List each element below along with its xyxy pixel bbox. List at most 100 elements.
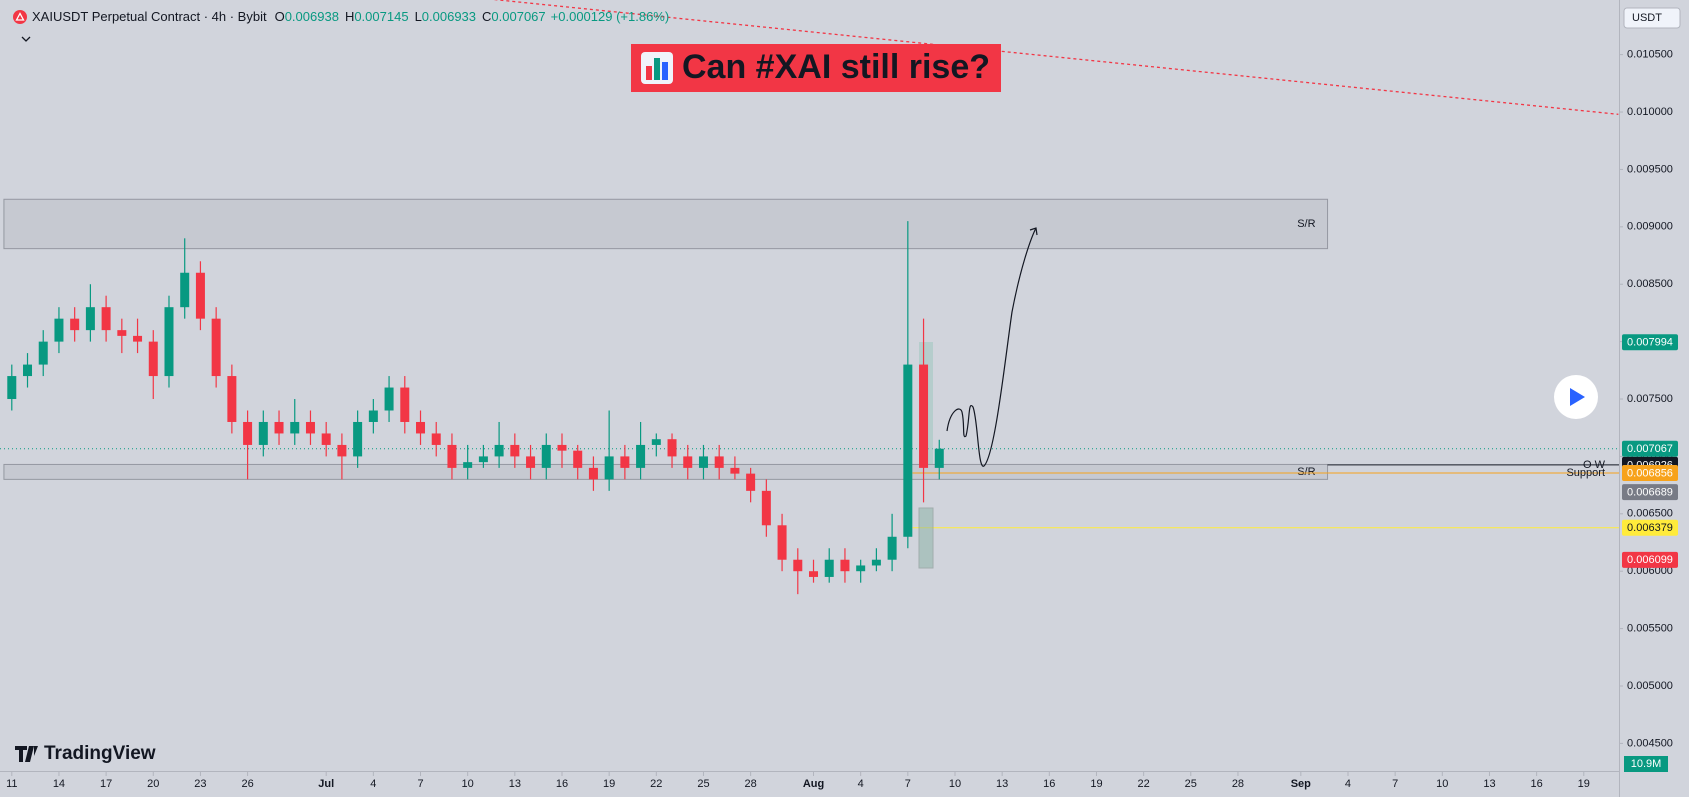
x-tick-label: 7 bbox=[905, 778, 911, 790]
y-tick-label: 0.007500 bbox=[1627, 393, 1673, 405]
sr-label: S/R bbox=[1297, 218, 1315, 230]
symbol-icon-mark bbox=[15, 12, 25, 21]
header: XAIUSDT Perpetual Contract · 4h · Bybit O… bbox=[32, 9, 669, 24]
candle-body bbox=[148, 341, 158, 377]
candle-body bbox=[274, 421, 284, 434]
collapse-chevron[interactable] bbox=[21, 36, 31, 42]
x-tick-label: 20 bbox=[147, 778, 159, 790]
x-tick-label: 19 bbox=[1578, 778, 1590, 790]
candle-body bbox=[793, 559, 803, 572]
banner-box bbox=[631, 44, 1001, 92]
candle-body bbox=[777, 525, 787, 560]
ohlc-key: H bbox=[345, 9, 354, 24]
y-tick-label: 0.009000 bbox=[1627, 221, 1673, 233]
sr-zone bbox=[3, 463, 1329, 480]
candle-body bbox=[667, 439, 677, 457]
trendline bbox=[494, 0, 1619, 115]
x-tick-label: 10 bbox=[462, 778, 474, 790]
price-marker-box bbox=[1622, 334, 1678, 351]
candle-body bbox=[164, 307, 174, 377]
x-tick-label: 25 bbox=[697, 778, 709, 790]
x-tick-label: 7 bbox=[1392, 778, 1398, 790]
candle-body bbox=[510, 444, 520, 457]
x-tick-label: 7 bbox=[417, 778, 423, 790]
banner-icon-bar bbox=[654, 58, 660, 80]
candle-body bbox=[934, 448, 944, 468]
x-tick-label: 10 bbox=[949, 778, 961, 790]
candle-body bbox=[604, 456, 614, 480]
candle-body bbox=[227, 376, 237, 422]
unit-box[interactable] bbox=[1623, 7, 1681, 29]
x-tick-label: 17 bbox=[100, 778, 112, 790]
candle-body bbox=[463, 462, 473, 468]
x-tick-label: 28 bbox=[1232, 778, 1244, 790]
x-tick-label: 25 bbox=[1185, 778, 1197, 790]
x-tick-label: 23 bbox=[194, 778, 206, 790]
symbol-icon bbox=[13, 10, 27, 24]
level-note: O W bbox=[1583, 459, 1606, 471]
candle-body bbox=[180, 272, 190, 308]
ohlc-key: O bbox=[275, 9, 285, 24]
x-tick-label: 4 bbox=[858, 778, 864, 790]
x-tick-label: 22 bbox=[1138, 778, 1150, 790]
candle-body bbox=[698, 456, 708, 468]
price-marker-label: 0.006689 bbox=[1627, 487, 1673, 499]
candle-body bbox=[573, 450, 583, 468]
symbol-name: XAIUSDT Perpetual Contract · 4h · Bybit bbox=[32, 9, 267, 24]
x-tick-label: 19 bbox=[603, 778, 615, 790]
ohlc-value: 0.006938 bbox=[285, 9, 339, 24]
ohlc-value: 0.006933 bbox=[422, 9, 476, 24]
price-marker-box bbox=[1622, 464, 1678, 481]
unit-label: USDT bbox=[1632, 12, 1662, 24]
x-tick-label: 16 bbox=[1531, 778, 1543, 790]
y-tick-label: 0.006500 bbox=[1627, 508, 1673, 520]
ohlc-value: 0.007067 bbox=[491, 9, 545, 24]
candle-body bbox=[714, 456, 724, 468]
candle-body bbox=[683, 456, 693, 468]
ohlc-key: C bbox=[482, 9, 491, 24]
candle-body bbox=[353, 421, 363, 457]
y-tick-label: 0.009500 bbox=[1627, 163, 1673, 175]
candle-body bbox=[101, 307, 111, 331]
data-layer bbox=[7, 221, 944, 595]
candle-body bbox=[840, 559, 850, 572]
candle-body bbox=[903, 364, 913, 537]
candle-body bbox=[887, 536, 897, 560]
x-tick-label: 26 bbox=[241, 778, 253, 790]
y-tick-label: 0.004500 bbox=[1627, 737, 1673, 749]
candle-body bbox=[133, 335, 143, 342]
candle-body bbox=[541, 444, 551, 468]
price-marker-box bbox=[1622, 440, 1678, 457]
candle-body bbox=[70, 318, 80, 331]
candle-body bbox=[195, 272, 205, 319]
price-marker-box bbox=[1622, 551, 1678, 568]
banner-icon-bar bbox=[662, 62, 668, 80]
candle-body bbox=[746, 473, 756, 491]
sr-label: S/R bbox=[1297, 466, 1315, 478]
candle-body bbox=[23, 364, 33, 377]
candle-body bbox=[447, 444, 457, 468]
x-tick-label: Jul bbox=[318, 778, 334, 790]
price-marker-label: 0.007067 bbox=[1627, 443, 1673, 455]
position-stop-box bbox=[918, 507, 934, 569]
x-tick-label: Aug bbox=[803, 778, 824, 790]
candle-body bbox=[416, 421, 426, 434]
x-tick-label: 14 bbox=[53, 778, 65, 790]
candle-body bbox=[636, 444, 646, 468]
candle-body bbox=[588, 467, 598, 480]
x-tick-label: 22 bbox=[650, 778, 662, 790]
candle-body bbox=[620, 456, 630, 468]
x-tick-label: 13 bbox=[509, 778, 521, 790]
candle-body bbox=[651, 439, 661, 445]
y-tick-label: 0.006000 bbox=[1627, 565, 1673, 577]
candle-body bbox=[824, 559, 834, 577]
x-tick-label: 16 bbox=[556, 778, 568, 790]
arrow-head bbox=[1029, 227, 1038, 236]
candle-body bbox=[117, 330, 127, 336]
price-marker-label: 0.006856 bbox=[1627, 467, 1673, 479]
x-tick-label: 16 bbox=[1043, 778, 1055, 790]
candle-body bbox=[243, 421, 253, 445]
